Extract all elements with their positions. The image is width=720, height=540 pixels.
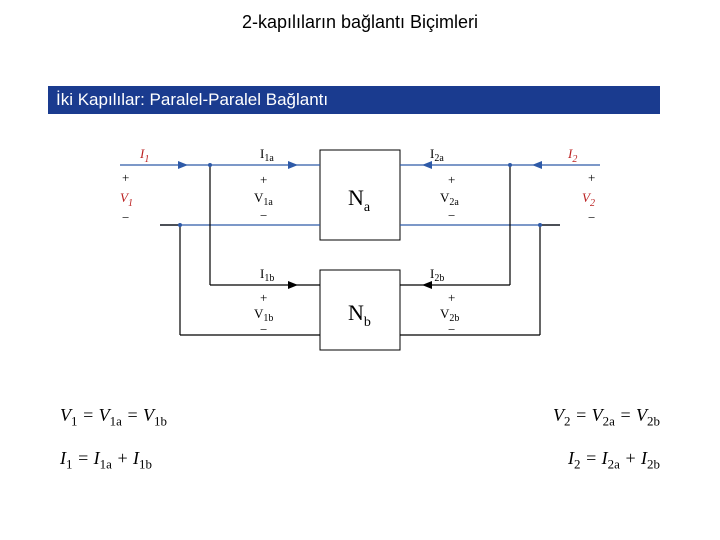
label-I2a: I2a [430,146,444,164]
label-V1: V1 [120,190,133,209]
label-V2a: V2a [440,190,459,208]
eq-I1: I1 = I1a + I1b [60,448,152,473]
arrow-i2b [422,281,432,289]
plus-left-outer: + [122,170,129,185]
eq-V1: V1 = V1a = V1b [60,405,167,430]
arrow-i2 [532,161,542,169]
label-I2b: I2b [430,266,444,284]
plus-right-outer: + [588,170,595,185]
page-title: 2-kapılıların bağlantı Biçimleri [0,12,720,33]
label-I1a: I1a [260,146,274,164]
plus-na-right: + [448,172,455,187]
arrow-i1 [178,161,188,169]
minus-nb-right: − [448,322,455,337]
minus-right-outer: − [588,210,595,225]
arrow-i2a [422,161,432,169]
section-bar: İki Kapılılar: Paralel-Paralel Bağlantı [48,86,660,114]
label-I1: I1 [139,146,149,165]
two-port-parallel-diagram: Na Nb I1 + V1 − I1a + V1a − I1b + V1b − [120,130,600,390]
equations-block: V1 = V1a = V1b V2 = V2a = V2b I1 = I1a +… [60,405,660,490]
plus-na-left: + [260,172,267,187]
arrow-i1b [288,281,298,289]
label-V2: V2 [582,190,595,209]
eq-I2: I2 = I2a + I2b [568,448,660,473]
arrow-i1a [288,161,298,169]
section-bar-text: İki Kapılılar: Paralel-Paralel Bağlantı [56,90,328,110]
minus-nb-left: − [260,322,267,337]
label-V1a: V1a [254,190,273,208]
minus-na-right: − [448,208,455,223]
minus-left-outer: − [122,210,129,225]
minus-na-left: − [260,208,267,223]
plus-nb-right: + [448,290,455,305]
label-I1b: I1b [260,266,274,284]
plus-nb-left: + [260,290,267,305]
label-I2: I2 [567,146,577,165]
eq-V2: V2 = V2a = V2b [553,405,660,430]
